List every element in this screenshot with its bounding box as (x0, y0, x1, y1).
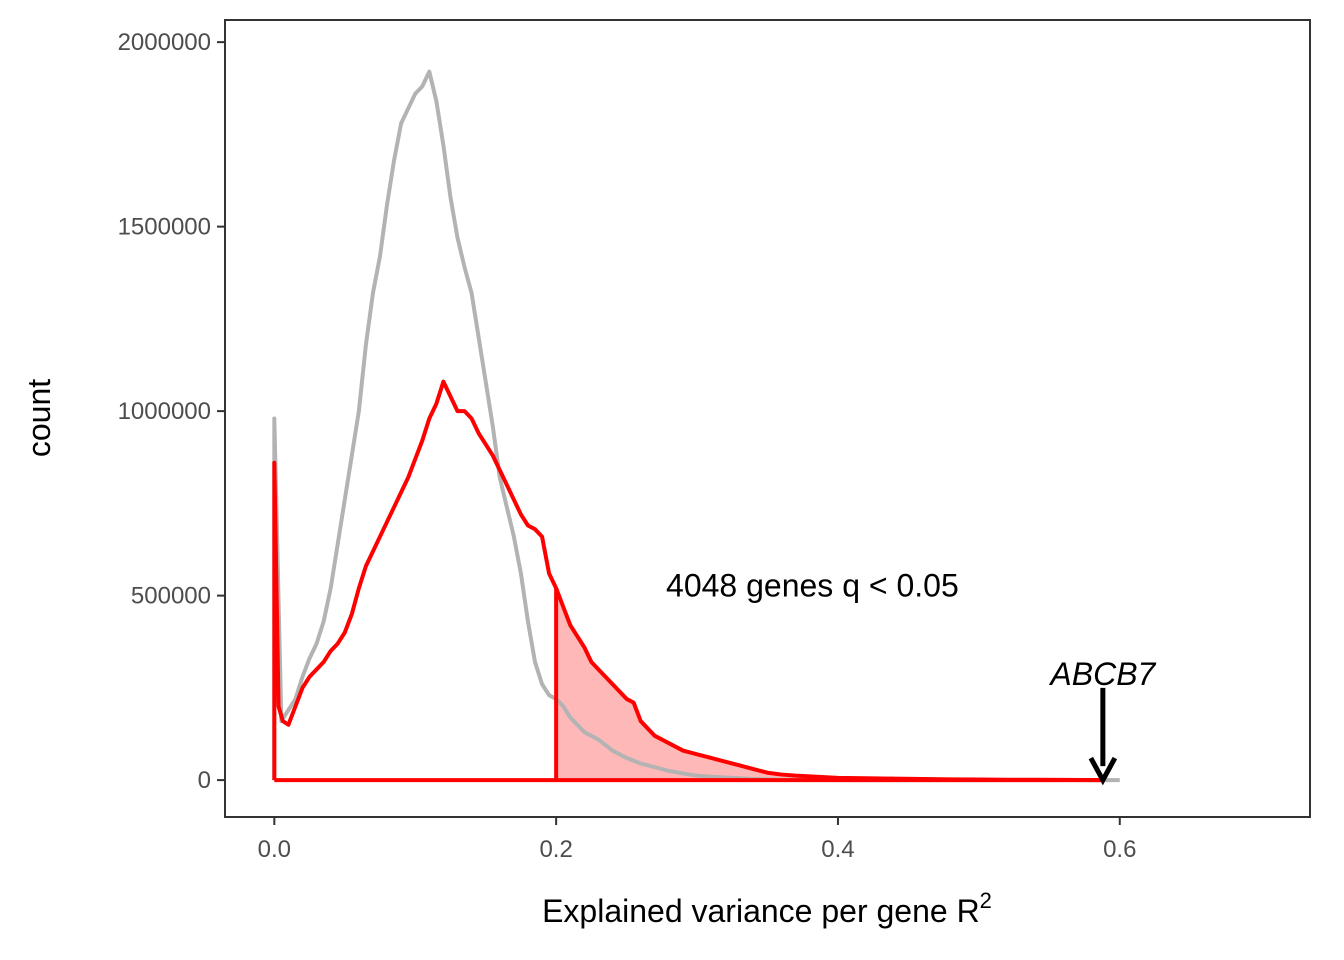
gene-label: ABCB7 (1048, 656, 1156, 692)
y-tick-label: 500000 (131, 583, 211, 610)
x-tick-label: 0.2 (539, 836, 572, 863)
arrow-head-icon (1088, 756, 1118, 786)
x-tick-label: 0.4 (821, 836, 854, 863)
series-line-grey (272, 69, 1120, 783)
x-axis-title-text: Explained variance per gene R (542, 893, 980, 929)
x-axis-title-superscript: 2 (980, 888, 992, 913)
x-axis-title: Explained variance per gene R2 (542, 888, 992, 929)
y-axis-title: count (21, 379, 57, 457)
x-tick-label: 0.0 (258, 836, 291, 863)
significance-shaded-area (556, 588, 1103, 781)
y-tick-label: 1000000 (118, 398, 211, 425)
shaded-area (556, 588, 1103, 781)
series-layer (272, 69, 1120, 783)
y-tick-label: 1500000 (118, 214, 211, 241)
genes-count-label: 4048 genes q < 0.05 (666, 568, 959, 604)
y-tick-label: 2000000 (118, 29, 211, 56)
y-axis: 0 500000 1000000 1500000 2000000 (118, 29, 225, 794)
y-tick-label: 0 (198, 767, 211, 794)
x-tick-label: 0.6 (1103, 836, 1136, 863)
x-axis: 0.0 0.2 0.4 0.6 (258, 817, 1136, 863)
series-line-red (272, 379, 1103, 783)
annotation-layer: 4048 genes q < 0.05 ABCB7 (666, 568, 1157, 786)
plot-panel (224, 19, 1311, 818)
